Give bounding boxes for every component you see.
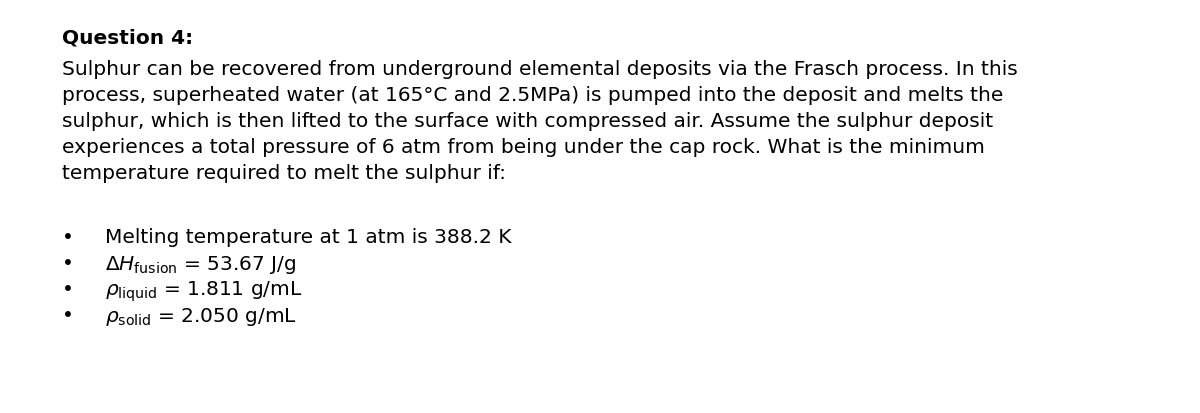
Text: $\Delta H_{\mathregular{fusion}}$ = 53.67 J/g: $\Delta H_{\mathregular{fusion}}$ = 53.6… xyxy=(106,254,296,276)
Text: •: • xyxy=(62,280,74,299)
Text: Question 4:: Question 4: xyxy=(62,28,193,47)
Text: $\rho_{\mathregular{liquid}}$ = 1.811 g/mL: $\rho_{\mathregular{liquid}}$ = 1.811 g/… xyxy=(106,280,302,304)
Text: Melting temperature at 1 atm is 388.2 K: Melting temperature at 1 atm is 388.2 K xyxy=(106,228,511,247)
Text: •: • xyxy=(62,254,74,273)
Text: $\rho_{\mathregular{solid}}$ = 2.050 g/mL: $\rho_{\mathregular{solid}}$ = 2.050 g/m… xyxy=(106,306,298,328)
Text: experiences a total pressure of 6 atm from being under the cap rock. What is the: experiences a total pressure of 6 atm fr… xyxy=(62,138,985,157)
Text: Sulphur can be recovered from underground elemental deposits via the Frasch proc: Sulphur can be recovered from undergroun… xyxy=(62,60,1018,79)
Text: sulphur, which is then lifted to the surface with compressed air. Assume the sul: sulphur, which is then lifted to the sur… xyxy=(62,112,994,131)
Text: temperature required to melt the sulphur if:: temperature required to melt the sulphur… xyxy=(62,164,506,183)
Text: process, superheated water (at 165°C and 2.5MPa) is pumped into the deposit and : process, superheated water (at 165°C and… xyxy=(62,86,1003,105)
Text: •: • xyxy=(62,228,74,247)
Text: •: • xyxy=(62,306,74,325)
